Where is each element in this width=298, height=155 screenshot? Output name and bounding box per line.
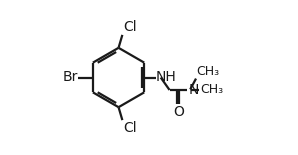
Text: Br: Br <box>62 71 78 84</box>
Text: N: N <box>189 83 199 97</box>
Text: Cl: Cl <box>123 121 137 135</box>
Text: NH: NH <box>156 71 177 84</box>
Text: CH₃: CH₃ <box>196 65 219 78</box>
Text: O: O <box>173 105 184 119</box>
Text: CH₃: CH₃ <box>200 84 223 96</box>
Text: Cl: Cl <box>123 20 137 34</box>
